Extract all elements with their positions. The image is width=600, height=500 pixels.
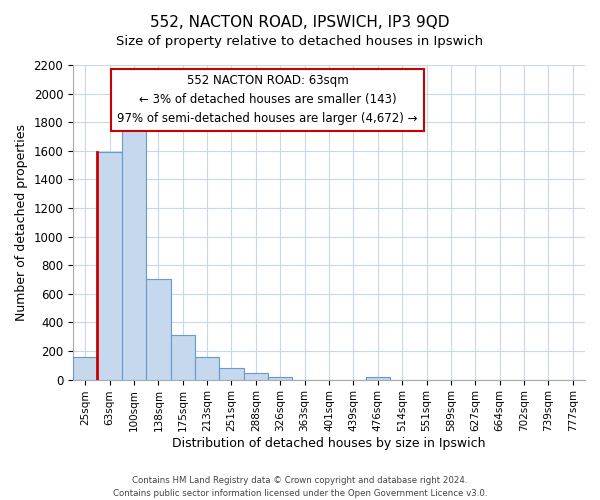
Text: 552 NACTON ROAD: 63sqm
← 3% of detached houses are smaller (143)
97% of semi-det: 552 NACTON ROAD: 63sqm ← 3% of detached … bbox=[118, 74, 418, 126]
Bar bbox=[195, 358, 220, 380]
Text: Size of property relative to detached houses in Ipswich: Size of property relative to detached ho… bbox=[116, 35, 484, 48]
Bar bbox=[268, 376, 292, 380]
Text: Contains HM Land Registry data © Crown copyright and database right 2024.
Contai: Contains HM Land Registry data © Crown c… bbox=[113, 476, 487, 498]
Bar bbox=[73, 356, 97, 380]
Bar bbox=[244, 373, 268, 380]
Y-axis label: Number of detached properties: Number of detached properties bbox=[15, 124, 28, 321]
Bar bbox=[170, 334, 195, 380]
Bar bbox=[146, 280, 170, 380]
Bar bbox=[122, 128, 146, 380]
X-axis label: Distribution of detached houses by size in Ipswich: Distribution of detached houses by size … bbox=[172, 437, 486, 450]
Bar bbox=[97, 152, 122, 380]
Bar bbox=[220, 368, 244, 380]
Bar bbox=[365, 378, 390, 380]
Text: 552, NACTON ROAD, IPSWICH, IP3 9QD: 552, NACTON ROAD, IPSWICH, IP3 9QD bbox=[150, 15, 450, 30]
